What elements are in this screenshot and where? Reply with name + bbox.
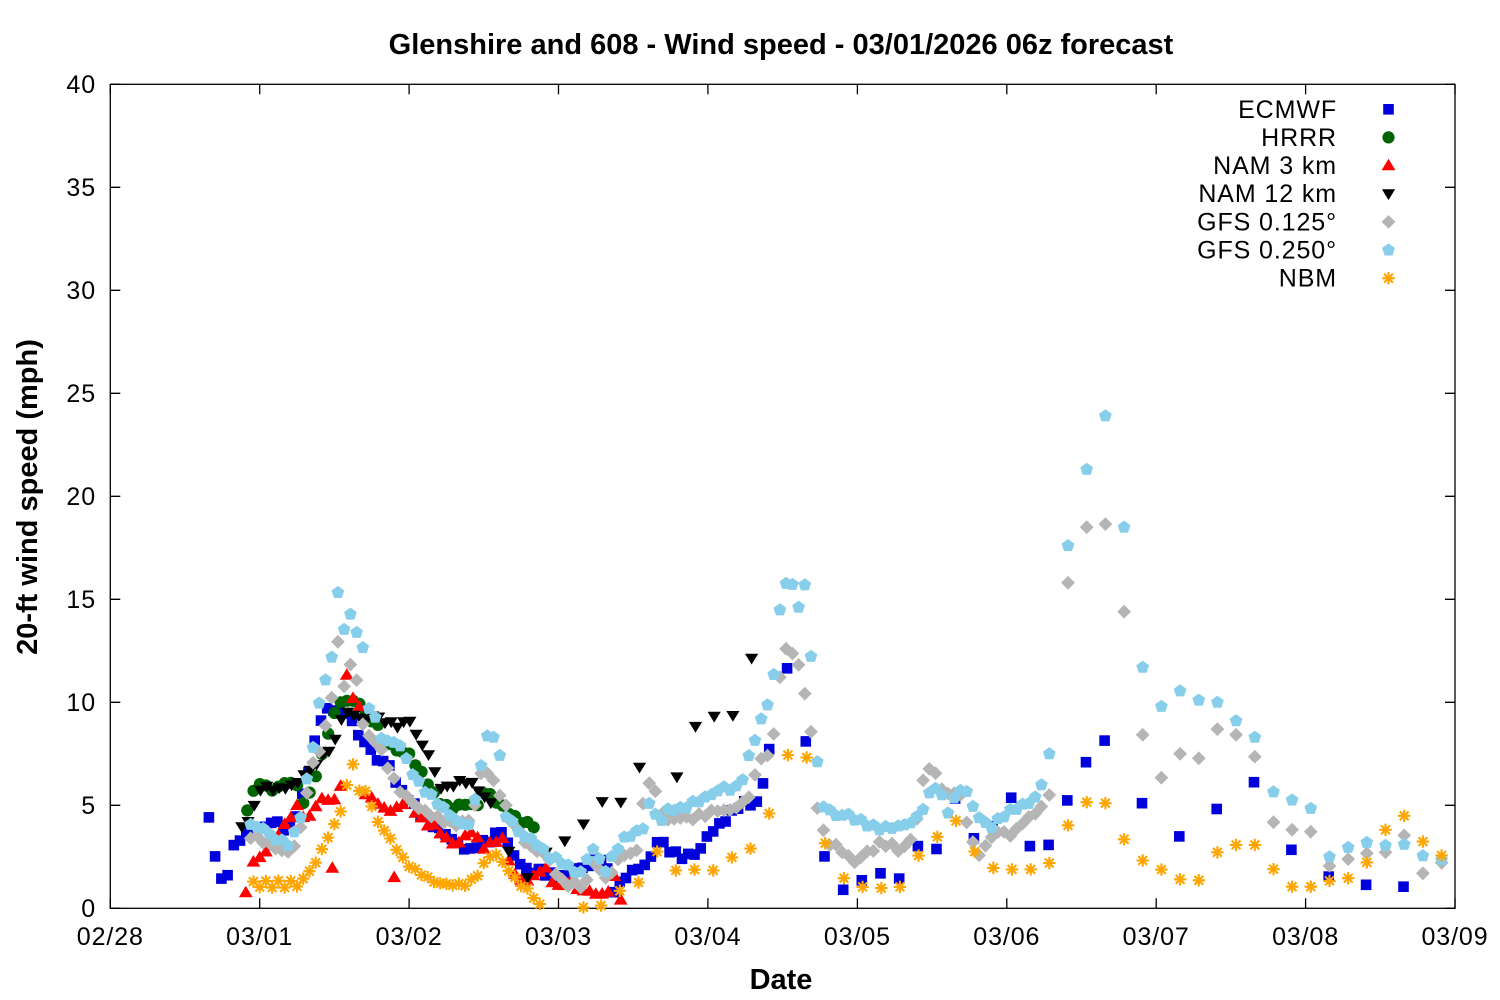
svg-text:03/05: 03/05 xyxy=(824,923,891,951)
svg-text:25: 25 xyxy=(66,380,96,408)
svg-text:03/09: 03/09 xyxy=(1421,923,1488,951)
svg-text:03/08: 03/08 xyxy=(1272,923,1339,951)
svg-text:NAM 12 km: NAM 12 km xyxy=(1198,180,1337,208)
svg-text:03/04: 03/04 xyxy=(674,923,741,951)
svg-text:NAM 3 km: NAM 3 km xyxy=(1213,152,1337,180)
svg-text:03/07: 03/07 xyxy=(1123,923,1190,951)
svg-text:15: 15 xyxy=(66,586,96,614)
svg-text:0: 0 xyxy=(81,895,96,923)
svg-text:ECMWF: ECMWF xyxy=(1238,96,1337,124)
svg-text:03/06: 03/06 xyxy=(973,923,1040,951)
svg-text:03/03: 03/03 xyxy=(525,923,592,951)
svg-text:10: 10 xyxy=(66,689,96,717)
svg-text:HRRR: HRRR xyxy=(1261,124,1337,152)
svg-text:03/02: 03/02 xyxy=(376,923,443,951)
svg-text:35: 35 xyxy=(66,174,96,202)
svg-text:20: 20 xyxy=(66,483,96,511)
svg-text:5: 5 xyxy=(81,792,96,820)
svg-text:40: 40 xyxy=(66,71,96,99)
svg-text:GFS 0.125°: GFS 0.125° xyxy=(1197,208,1337,236)
svg-text:NBM: NBM xyxy=(1279,265,1337,293)
svg-text:20-ft wind speed (mph): 20-ft wind speed (mph) xyxy=(12,339,44,655)
svg-text:GFS 0.250°: GFS 0.250° xyxy=(1197,237,1337,265)
svg-text:30: 30 xyxy=(66,277,96,305)
svg-text:Glenshire and 608 - Wind speed: Glenshire and 608 - Wind speed - 03/01/2… xyxy=(389,29,1174,61)
svg-text:03/01: 03/01 xyxy=(226,923,293,951)
svg-text:Date: Date xyxy=(750,964,813,996)
svg-text:02/28: 02/28 xyxy=(77,923,144,951)
